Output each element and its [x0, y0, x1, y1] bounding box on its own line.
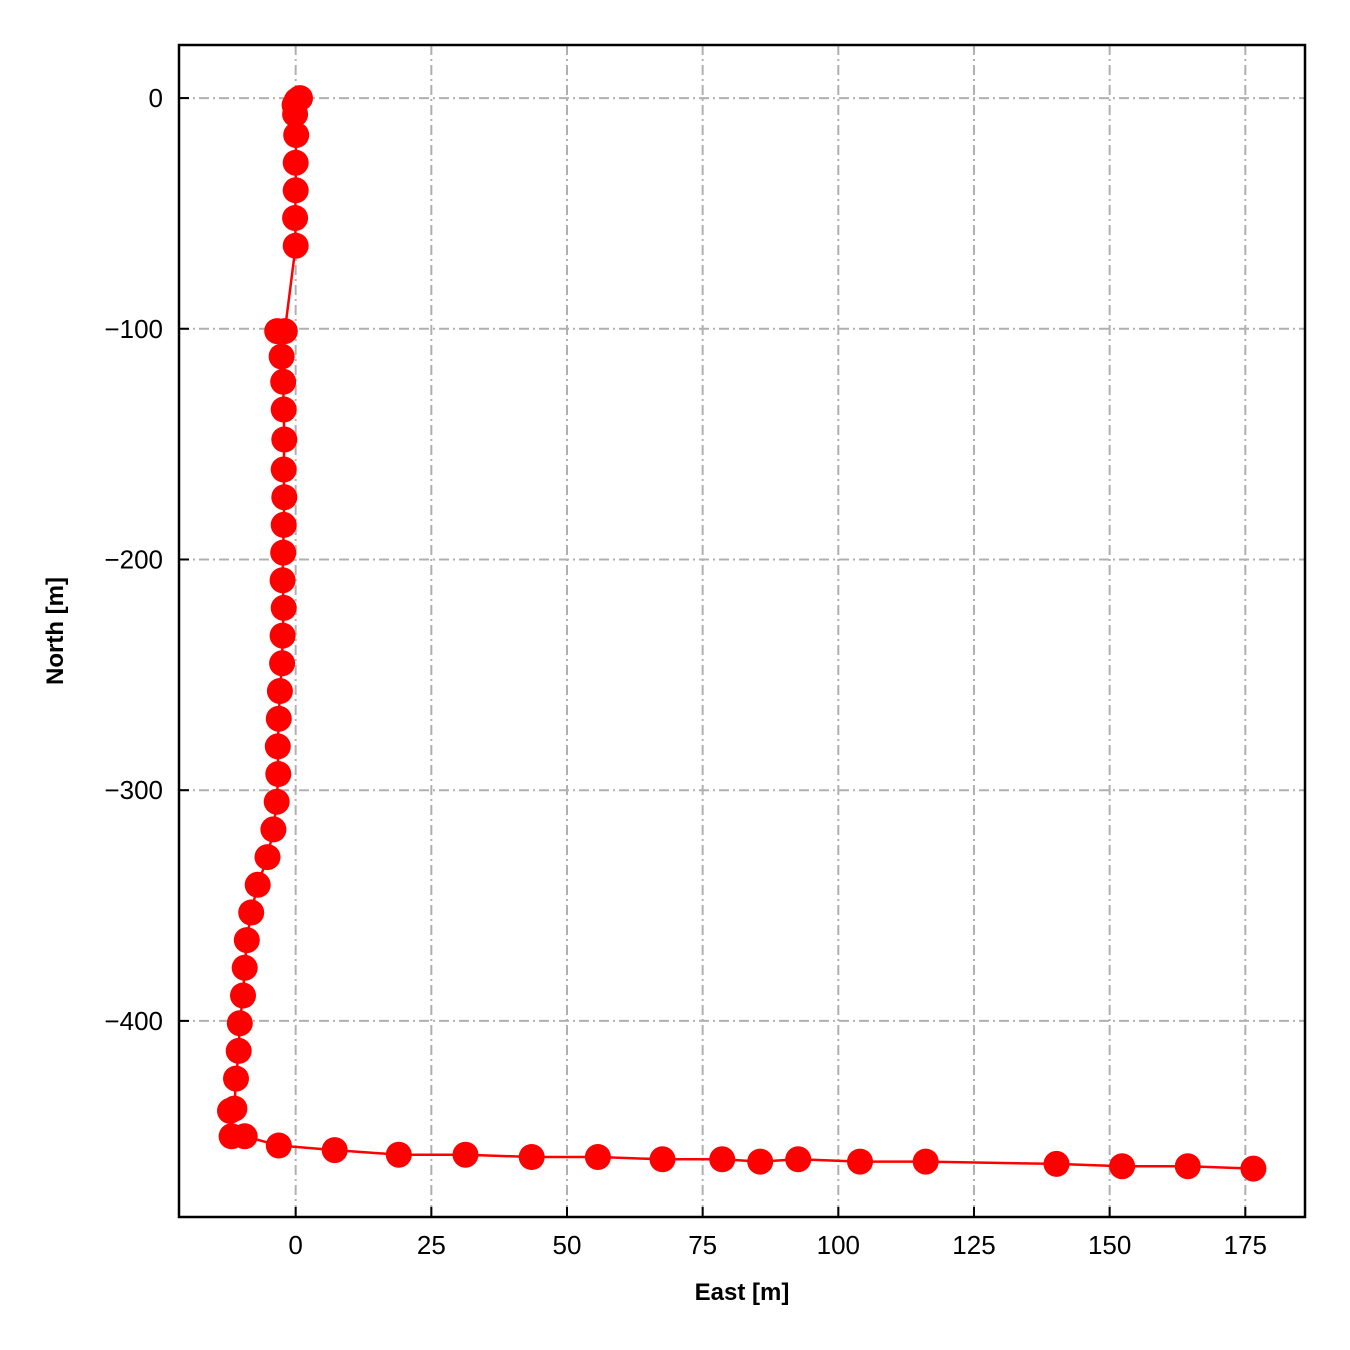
data-point: [847, 1148, 873, 1175]
data-point: [266, 678, 293, 704]
data-point: [283, 122, 310, 148]
data-point: [238, 899, 265, 926]
data-point: [270, 396, 297, 423]
y-axis-label: North [m]: [42, 577, 69, 685]
data-point: [233, 927, 260, 954]
data-point: [268, 343, 295, 370]
data-point: [282, 101, 309, 128]
y-tick-label: −200: [104, 544, 163, 574]
data-point: [282, 149, 309, 176]
data-point: [649, 1146, 676, 1173]
x-tick-label: 0: [288, 1230, 302, 1260]
x-tick-label: 125: [952, 1230, 995, 1260]
x-tick-label: 175: [1224, 1230, 1267, 1260]
data-point: [584, 1144, 611, 1170]
data-point: [270, 539, 297, 566]
data-point: [321, 1137, 348, 1164]
data-point: [282, 177, 309, 204]
data-point: [385, 1141, 412, 1168]
data-point: [282, 232, 309, 259]
y-tick-label: −300: [104, 775, 163, 805]
x-tick-label: 25: [417, 1230, 446, 1260]
data-point: [230, 982, 256, 1009]
data-point: [271, 484, 298, 511]
data-point: [452, 1141, 479, 1168]
data-point: [226, 1010, 253, 1037]
y-tick-label: −100: [104, 314, 163, 344]
data-point: [270, 368, 297, 395]
data-point: [1043, 1150, 1070, 1177]
data-point: [270, 511, 297, 538]
data-point: [269, 622, 296, 649]
x-tick-label: 100: [817, 1230, 860, 1260]
data-point: [269, 650, 296, 677]
x-tick-label: 150: [1088, 1230, 1131, 1260]
data-point: [265, 705, 292, 732]
data-point: [217, 1097, 243, 1124]
axis-ticks: 0 25 50 75 100 125 150 175 0 −100 −200 −300 −400: [104, 83, 1267, 1260]
data-point: [270, 594, 297, 621]
plot-frame: [177, 43, 1307, 1219]
data-point: [225, 1037, 252, 1064]
data-point: [264, 733, 291, 760]
data-point: [1109, 1153, 1136, 1180]
data-point: [265, 761, 292, 787]
grid: [179, 45, 1305, 1217]
x-axis-label: East [m]: [695, 1279, 790, 1306]
data-point: [260, 816, 287, 843]
data-point: [785, 1146, 812, 1173]
x-tick-label: 75: [688, 1230, 717, 1260]
data-point: [231, 954, 258, 981]
data-point: [264, 318, 291, 345]
data-point: [223, 1065, 249, 1092]
data-point: [1240, 1155, 1267, 1182]
data-point: [747, 1148, 774, 1175]
data-point: [282, 205, 309, 231]
data-point: [231, 1123, 258, 1150]
data-point: [1174, 1153, 1201, 1180]
data-point: [263, 788, 290, 815]
data-point: [270, 456, 297, 483]
data-point: [709, 1146, 736, 1173]
data-point: [265, 1132, 292, 1159]
data-point: [244, 871, 271, 898]
x-tick-label: 50: [553, 1230, 582, 1260]
data-point: [269, 567, 296, 594]
data-point: [254, 844, 281, 871]
y-tick-label: 0: [149, 83, 163, 113]
series-track: [217, 85, 1267, 1182]
y-tick-label: −400: [104, 1006, 163, 1036]
data-point: [271, 426, 298, 453]
data-point: [912, 1148, 939, 1175]
data-point: [518, 1144, 545, 1170]
